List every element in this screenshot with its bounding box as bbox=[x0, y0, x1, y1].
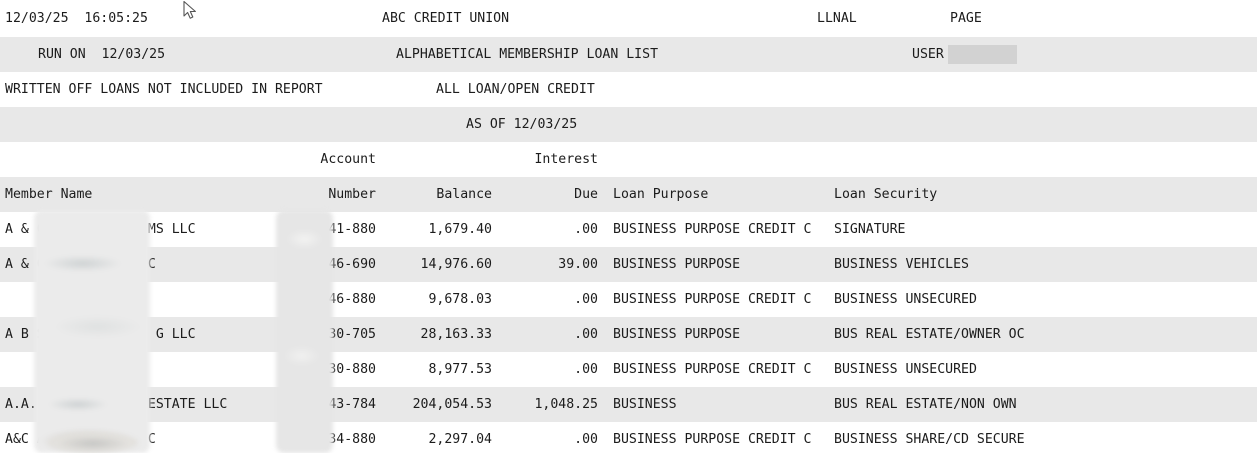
account-number-cell: 34-880 bbox=[328, 432, 376, 447]
loan-filter: ALL LOAN/OPEN CREDIT bbox=[436, 82, 595, 97]
run-date-time: 12/03/25 16:05:25 bbox=[5, 11, 148, 26]
loan-purpose-cell: BUSINESS PURPOSE bbox=[613, 327, 741, 342]
report-header-line3: WRITTEN OFF LOANS NOT INCLUDED IN REPORT… bbox=[0, 72, 1257, 107]
table-row: A.A. L ESTATE LLC 43-784 204,054.53 1,048.2… bbox=[0, 387, 1257, 422]
member-name-cell: A & C MS LLC bbox=[5, 222, 196, 237]
run-on-label: RUN ON 12/03/25 bbox=[38, 47, 166, 62]
table-row: A&C A C 34-880 2,297.04 .00 BUSINESS PURPOSE… bbox=[0, 422, 1257, 453]
balance-cell: 9,678.03 bbox=[428, 292, 492, 307]
user-id-redaction bbox=[948, 45, 1017, 64]
col-balance: Balance bbox=[436, 187, 492, 202]
loan-security-cell: BUSINESS UNSECURED bbox=[834, 362, 977, 377]
interest-due-cell: 39.00 bbox=[558, 257, 598, 272]
page-label: PAGE bbox=[950, 11, 982, 26]
column-header-line1: Account Interest bbox=[0, 142, 1257, 177]
col-loan-purpose: Loan Purpose bbox=[613, 187, 709, 202]
interest-due-cell: 1,048.25 bbox=[534, 397, 598, 412]
interest-due-cell: .00 bbox=[574, 327, 598, 342]
account-number-cell: 41-880 bbox=[328, 222, 376, 237]
balance-cell: 204,054.53 bbox=[412, 397, 492, 412]
report-header-line4: AS OF 12/03/25 bbox=[0, 107, 1257, 142]
member-name-cell: A B S G LLC bbox=[5, 327, 196, 342]
balance-cell: 1,679.40 bbox=[428, 222, 492, 237]
loan-purpose-cell: BUSINESS PURPOSE CREDIT C bbox=[613, 292, 812, 307]
company-title: ABC CREDIT UNION bbox=[382, 11, 510, 26]
balance-cell: 28,163.33 bbox=[420, 327, 492, 342]
report-header-line2: RUN ON 12/03/25 ALPHABETICAL MEMBERSHIP … bbox=[0, 37, 1257, 72]
interest-due-cell: .00 bbox=[574, 222, 598, 237]
loan-purpose-cell: BUSINESS PURPOSE bbox=[613, 257, 741, 272]
account-number-cell: 46-690 bbox=[328, 257, 376, 272]
loan-purpose-cell: BUSINESS bbox=[613, 397, 677, 412]
as-of-date: AS OF 12/03/25 bbox=[466, 117, 578, 132]
loan-security-cell: BUSINESS VEHICLES bbox=[834, 257, 969, 272]
loan-security-cell: SIGNATURE bbox=[834, 222, 906, 237]
account-number-cell: 43-784 bbox=[328, 397, 376, 412]
user-label: USER bbox=[912, 47, 944, 62]
loan-security-cell: BUSINESS UNSECURED bbox=[834, 292, 977, 307]
col-loan-security: Loan Security bbox=[834, 187, 938, 202]
col-interest: Interest bbox=[534, 152, 598, 167]
table-row: A B S G LLC 30-705 28,163.33 .00 BUSINESS PU… bbox=[0, 317, 1257, 352]
col-number: Number bbox=[328, 187, 376, 202]
balance-cell: 2,297.04 bbox=[428, 432, 492, 447]
table-row: A & C C 46-690 14,976.60 39.00 BUSINESS PURP… bbox=[0, 247, 1257, 282]
loan-security-cell: BUS REAL ESTATE/OWNER OC bbox=[834, 327, 1025, 342]
account-number-cell: 30-705 bbox=[328, 327, 376, 342]
interest-due-cell: .00 bbox=[574, 432, 598, 447]
account-number-cell: 46-880 bbox=[328, 292, 376, 307]
table-row: 30-880 8,977.53 .00 BUSINESS PURPOSE CREDIT… bbox=[0, 352, 1257, 387]
report-code: LLNAL bbox=[817, 11, 857, 26]
interest-due-cell: .00 bbox=[574, 362, 598, 377]
col-account: Account bbox=[320, 152, 376, 167]
member-name-cell: A & C C bbox=[5, 257, 156, 272]
loan-security-cell: BUSINESS SHARE/CD SECURE bbox=[834, 432, 1025, 447]
column-header-line2: Member Name Number Balance Due Loan Purp… bbox=[0, 177, 1257, 212]
account-number-cell: 30-880 bbox=[328, 362, 376, 377]
loan-purpose-cell: BUSINESS PURPOSE CREDIT C bbox=[613, 432, 812, 447]
col-due: Due bbox=[574, 187, 598, 202]
balance-cell: 8,977.53 bbox=[428, 362, 492, 377]
report-rows: A & C MS LLC 41-880 1,679.40 .00 BUSINESS PU… bbox=[0, 212, 1257, 453]
member-name-cell: A&C A C bbox=[5, 432, 156, 447]
member-name-cell: A.A. L ESTATE LLC bbox=[5, 397, 228, 412]
interest-due-cell: .00 bbox=[574, 292, 598, 307]
report-header-line1: 12/03/25 16:05:25 ABC CREDIT UNION LLNAL… bbox=[0, 0, 1257, 37]
mouse-cursor-icon bbox=[183, 1, 196, 19]
table-row: A & C MS LLC 41-880 1,679.40 .00 BUSINESS PU… bbox=[0, 212, 1257, 247]
col-member-name: Member Name bbox=[5, 187, 93, 202]
loan-purpose-cell: BUSINESS PURPOSE CREDIT C bbox=[613, 222, 812, 237]
balance-cell: 14,976.60 bbox=[420, 257, 492, 272]
report-name: ALPHABETICAL MEMBERSHIP LOAN LIST bbox=[396, 47, 659, 62]
loan-purpose-cell: BUSINESS PURPOSE CREDIT C bbox=[613, 362, 812, 377]
writeoff-note: WRITTEN OFF LOANS NOT INCLUDED IN REPORT bbox=[5, 82, 323, 97]
table-row: 46-880 9,678.03 .00 BUSINESS PURPOSE CREDIT… bbox=[0, 282, 1257, 317]
loan-security-cell: BUS REAL ESTATE/NON OWN bbox=[834, 397, 1017, 412]
